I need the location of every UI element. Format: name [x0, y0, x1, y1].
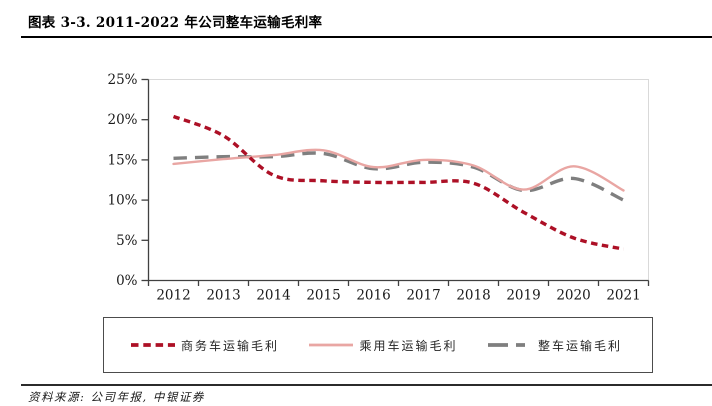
x-tick-label: 2017 [406, 288, 440, 304]
plot-border [148, 79, 649, 281]
source-note: 资料来源: 公司年报, 中银证券 [28, 390, 205, 404]
x-tick-label: 2014 [256, 288, 290, 304]
legend-item-commercial-vehicle: 商务车运输毛利 [130, 337, 279, 354]
legend-label: 商务车运输毛利 [181, 338, 280, 353]
y-tick-label: 5% [116, 233, 138, 249]
x-tick-label: 2013 [206, 288, 240, 304]
x-tick-label: 2021 [606, 288, 640, 304]
chart-legend: 商务车运输毛利 乘用车运输毛利 整车运输毛利 [103, 317, 653, 373]
legend-item-whole-vehicle: 整车运输毛利 [487, 337, 622, 354]
legend-label: 乘用车运输毛利 [359, 338, 458, 353]
x-tick-label: 2018 [456, 288, 490, 304]
x-tick-label: 2020 [556, 288, 590, 304]
title-divider [21, 36, 712, 39]
page-title: 图表 3-3. 2011-2022 年公司整车运输毛利率 [28, 15, 323, 31]
y-tick-label: 0% [116, 273, 138, 289]
line-chart: 0% 5% 10% 15% 20% 25% 2012 2013 2014 2015 2016 2017… [107, 72, 650, 304]
footer-divider [21, 384, 712, 386]
dashed-red-line-icon [131, 343, 175, 347]
x-tick-label: 2019 [506, 288, 540, 304]
series-line-1 [172, 148, 625, 192]
series-line-2 [173, 151, 625, 202]
y-tick-label: 10% [107, 193, 137, 209]
solid-pink-line-icon [309, 343, 354, 347]
x-tick-label: 2015 [306, 288, 340, 304]
x-tick-label: 2016 [356, 288, 390, 304]
x-tick-label: 2012 [156, 288, 190, 304]
dashed-gray-line-icon [487, 343, 532, 347]
legend-label: 整车运输毛利 [537, 338, 622, 353]
y-tick-label: 20% [107, 112, 137, 128]
y-tick-label: 25% [107, 72, 137, 88]
y-tick-label: 15% [107, 152, 137, 168]
legend-item-passenger-vehicle: 乘用车运输毛利 [308, 337, 457, 354]
